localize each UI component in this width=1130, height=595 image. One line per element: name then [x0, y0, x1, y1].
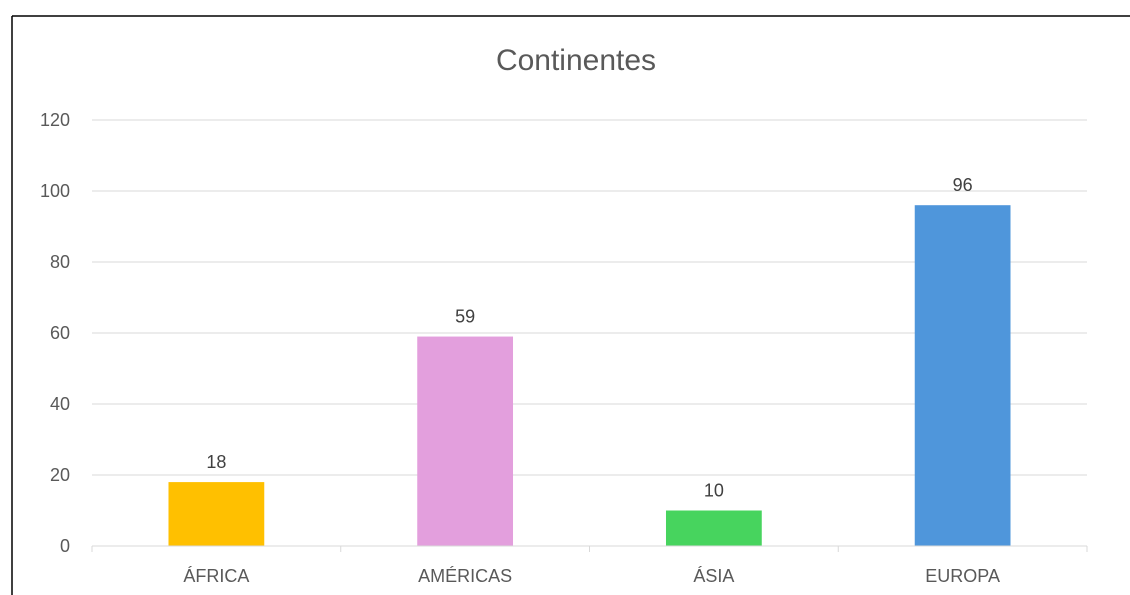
data-label: 96	[953, 175, 973, 195]
data-label: 10	[704, 481, 724, 501]
x-axis-tick-labels: ÁFRICA AMÉRICAS ÁSIA EUROPA	[183, 566, 1000, 586]
y-tick-label: 40	[50, 394, 70, 414]
y-tick-label: 20	[50, 465, 70, 485]
data-label: 18	[206, 452, 226, 472]
x-tick-label: ÁSIA	[693, 566, 734, 586]
y-tick-label: 100	[40, 181, 70, 201]
gridlines	[92, 119, 1087, 476]
data-label: 59	[455, 307, 475, 327]
x-tick-label: AMÉRICAS	[418, 566, 512, 586]
bar-áfrica	[168, 482, 265, 546]
bars	[168, 205, 1011, 546]
x-axis	[91, 545, 1088, 552]
bar-américas	[417, 336, 514, 546]
y-tick-label: 120	[40, 110, 70, 130]
x-tick-label: ÁFRICA	[183, 566, 249, 586]
x-tick-label: EUROPA	[925, 566, 1000, 586]
bar-europa	[914, 205, 1011, 546]
data-labels: 18 59 10 96	[206, 175, 972, 500]
y-tick-label: 60	[50, 323, 70, 343]
y-tick-label: 80	[50, 252, 70, 272]
bar-ásia	[665, 510, 762, 546]
y-tick-label: 0	[60, 536, 70, 556]
y-axis-tick-labels: 0 20 40 60 80 100 120	[40, 110, 70, 556]
chart-title: Continentes	[496, 44, 656, 77]
